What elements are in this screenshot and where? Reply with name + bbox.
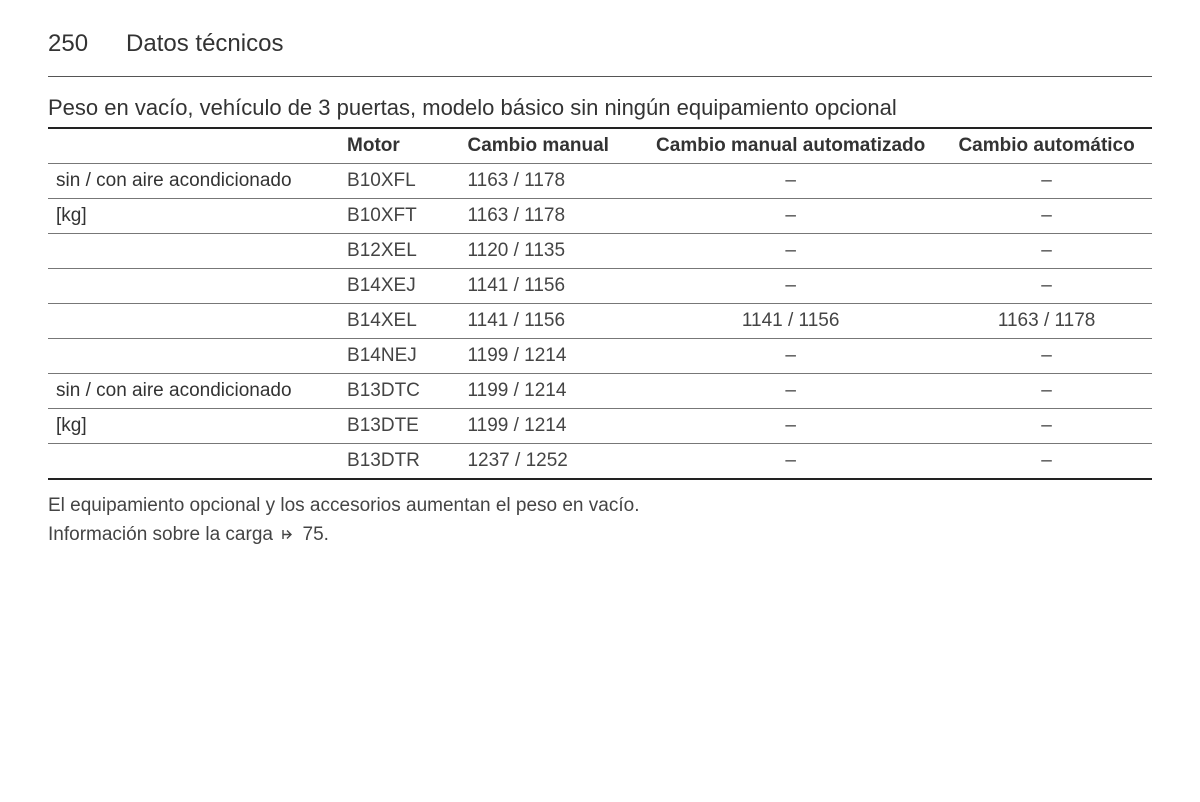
table-row: B13DTR 1237 / 1252 – – [48,444,1152,480]
cell-auto: – [941,269,1152,304]
table-row: B14XEL 1141 / 1156 1141 / 1156 1163 / 11… [48,304,1152,339]
cell-manual: 1199 / 1214 [459,374,640,409]
section-title: Peso en vacío, vehículo de 3 puertas, mo… [48,95,1152,121]
table-row: [kg] B10XFT 1163 / 1178 – – [48,199,1152,234]
chapter-title: Datos técnicos [126,30,283,58]
cell-auto: – [941,409,1152,444]
col-automatic: Cambio automático [941,128,1152,164]
cell-auto-man: – [640,444,941,480]
group1-label-1: sin / con aire acondicionado [48,164,339,199]
cell-auto: – [941,164,1152,199]
cell-auto-man: – [640,269,941,304]
group2-label-1: sin / con aire acondicionado [48,374,339,409]
cell-manual: 1199 / 1214 [459,409,640,444]
cell-auto-man: – [640,374,941,409]
cell-motor: B10XFT [339,199,459,234]
col-motor: Motor [339,128,459,164]
cell-auto-man: – [640,199,941,234]
footnote-block: El equipamiento opcional y los accesorio… [48,492,1152,550]
cell-auto-man: – [640,234,941,269]
header-divider [48,76,1152,77]
cell-auto: 1163 / 1178 [941,304,1152,339]
cell-auto: – [941,444,1152,480]
cell-manual: 1163 / 1178 [459,164,640,199]
page-container: 250 Datos técnicos Peso en vacío, vehícu… [0,0,1200,550]
table-header-row: Motor Cambio manual Cambio manual automa… [48,128,1152,164]
table-row: B14XEJ 1141 / 1156 – – [48,269,1152,304]
table-row: sin / con aire acondicionado B13DTC 1199… [48,374,1152,409]
cell-manual: 1120 / 1135 [459,234,640,269]
cell-motor: B14XEJ [339,269,459,304]
cell-auto: – [941,199,1152,234]
table-row: [kg] B13DTE 1199 / 1214 – – [48,409,1152,444]
cell-auto-man: – [640,339,941,374]
cell-manual: 1141 / 1156 [459,304,640,339]
footnote-line-1: El equipamiento opcional y los accesorio… [48,492,1152,521]
col-manual: Cambio manual [459,128,640,164]
cell-manual: 1141 / 1156 [459,269,640,304]
cell-auto: – [941,339,1152,374]
cell-auto: – [941,234,1152,269]
col-blank [48,128,339,164]
footnote-text-b: 75. [303,524,329,545]
cell-auto-man: – [640,164,941,199]
group1-label-2: [kg] [48,199,339,234]
reference-arrow-icon [282,522,295,551]
cell-auto-man: 1141 / 1156 [640,304,941,339]
cell-manual: 1199 / 1214 [459,339,640,374]
cell-motor: B13DTR [339,444,459,480]
cell-motor: B14NEJ [339,339,459,374]
col-auto-manual: Cambio manual automatizado [640,128,941,164]
cell-motor: B13DTC [339,374,459,409]
footnote-text-a: Información sobre la carga [48,524,273,545]
group2-label-2: [kg] [48,409,339,444]
cell-manual: 1163 / 1178 [459,199,640,234]
cell-motor: B14XEL [339,304,459,339]
footnote-line-2: Información sobre la carga 75. [48,521,1152,551]
cell-motor: B13DTE [339,409,459,444]
cell-auto-man: – [640,409,941,444]
page-number: 250 [48,30,88,58]
cell-motor: B10XFL [339,164,459,199]
cell-motor: B12XEL [339,234,459,269]
cell-manual: 1237 / 1252 [459,444,640,480]
table-row: sin / con aire acondicionado B10XFL 1163… [48,164,1152,199]
weight-table: Motor Cambio manual Cambio manual automa… [48,127,1152,480]
table-row: B14NEJ 1199 / 1214 – – [48,339,1152,374]
cell-auto: – [941,374,1152,409]
page-header: 250 Datos técnicos [48,30,1152,58]
table-row: B12XEL 1120 / 1135 – – [48,234,1152,269]
